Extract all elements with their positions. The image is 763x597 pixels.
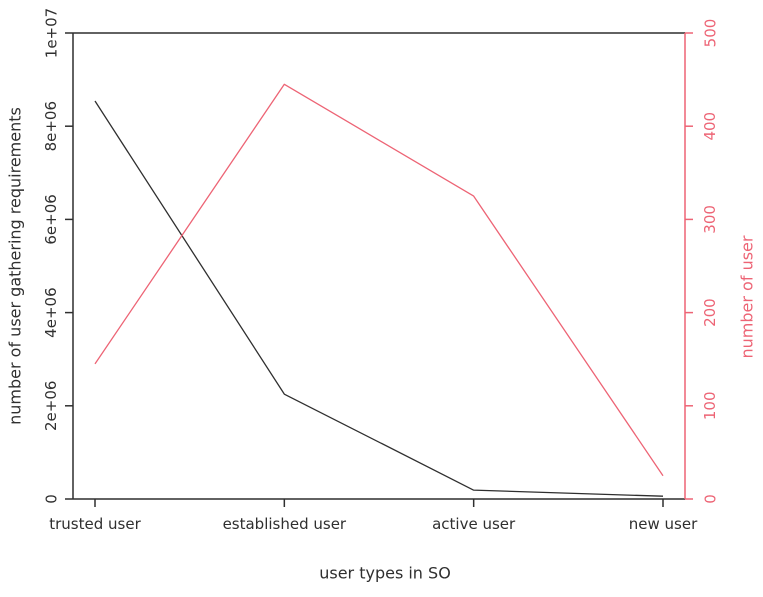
right-axis-tick-label: 300 <box>701 205 719 234</box>
right-axis-title: number of user <box>737 235 757 359</box>
series-line-left-axis <box>94 100 664 497</box>
left-axis-tick-label: 2e+06 <box>42 381 60 431</box>
right-axis-tick-label: 200 <box>701 298 719 327</box>
left-axis-tick-label: 0 <box>42 494 60 504</box>
series-line-right-axis <box>94 83 664 477</box>
left-axis-tick-label: 1e+07 <box>42 8 60 58</box>
x-axis-category-label: established user <box>223 515 347 533</box>
x-axis-category-label: trusted user <box>49 515 141 533</box>
left-axis-title: number of user gathering requirements <box>5 107 25 425</box>
right-axis-tick-label: 100 <box>701 391 719 420</box>
right-axis-tick-label: 500 <box>701 19 719 48</box>
x-axis-category-label: active user <box>432 515 516 533</box>
left-axis-tick-label: 6e+06 <box>42 194 60 244</box>
x-axis-title: user types in SO <box>319 563 451 583</box>
left-axis-tick-label: 8e+06 <box>42 101 60 151</box>
right-axis-tick-label: 0 <box>701 494 719 504</box>
x-axis-category-label: new user <box>629 515 698 533</box>
left-axis-tick-label: 4e+06 <box>42 287 60 337</box>
right-axis-tick-label: 400 <box>701 112 719 141</box>
